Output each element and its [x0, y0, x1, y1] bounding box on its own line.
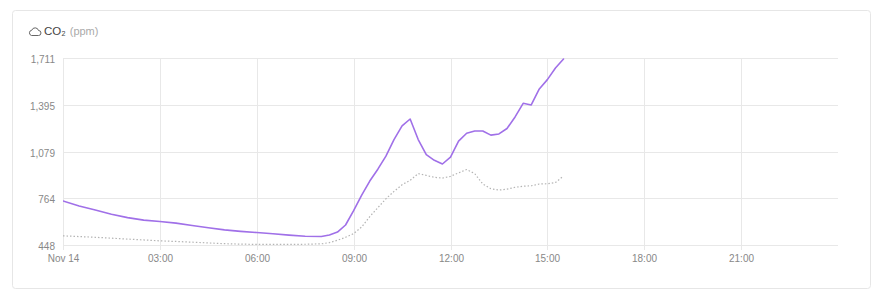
y-tick-label: 448 [38, 241, 55, 252]
x-grid-line [644, 58, 645, 250]
x-grid-line [63, 58, 64, 250]
x-grid-line [354, 58, 355, 250]
y-tick-label: 1,395 [30, 101, 55, 112]
y-grid-line [63, 198, 838, 199]
series-line [63, 59, 564, 237]
y-grid-line [63, 152, 838, 153]
y-grid-line [63, 58, 838, 59]
chart: CO₂ (ppm) 448 764 1,079 1,395 1,711 Nov 14 03:00… [0, 0, 883, 303]
card [13, 11, 871, 289]
x-grid-line [547, 58, 548, 250]
grid [63, 58, 838, 250]
title-icon [29, 28, 41, 36]
x-grid-line [257, 58, 258, 250]
title: CO₂ [44, 25, 66, 37]
x-tick-label: 03:00 [148, 253, 173, 264]
y-tick-label: 1,079 [30, 148, 55, 159]
lines [63, 59, 564, 244]
x-tick-label: 09:00 [342, 253, 367, 264]
x-tick-label: 15:00 [535, 253, 560, 264]
x-tick-label: 18:00 [632, 253, 657, 264]
x-tick-label: 21:00 [729, 253, 754, 264]
x-tick-label: Nov 14 [48, 253, 80, 264]
x-tick-label: 06:00 [245, 253, 270, 264]
y-tick-label: 764 [38, 194, 55, 205]
y-grid-line [63, 245, 838, 246]
y-tick-label: 1,711 [31, 54, 56, 65]
series-line [63, 169, 564, 244]
x-tick-label: 12:00 [439, 253, 464, 264]
y-grid-line [63, 105, 838, 106]
subtitle: (ppm) [70, 25, 99, 37]
x-grid-line [741, 58, 742, 250]
